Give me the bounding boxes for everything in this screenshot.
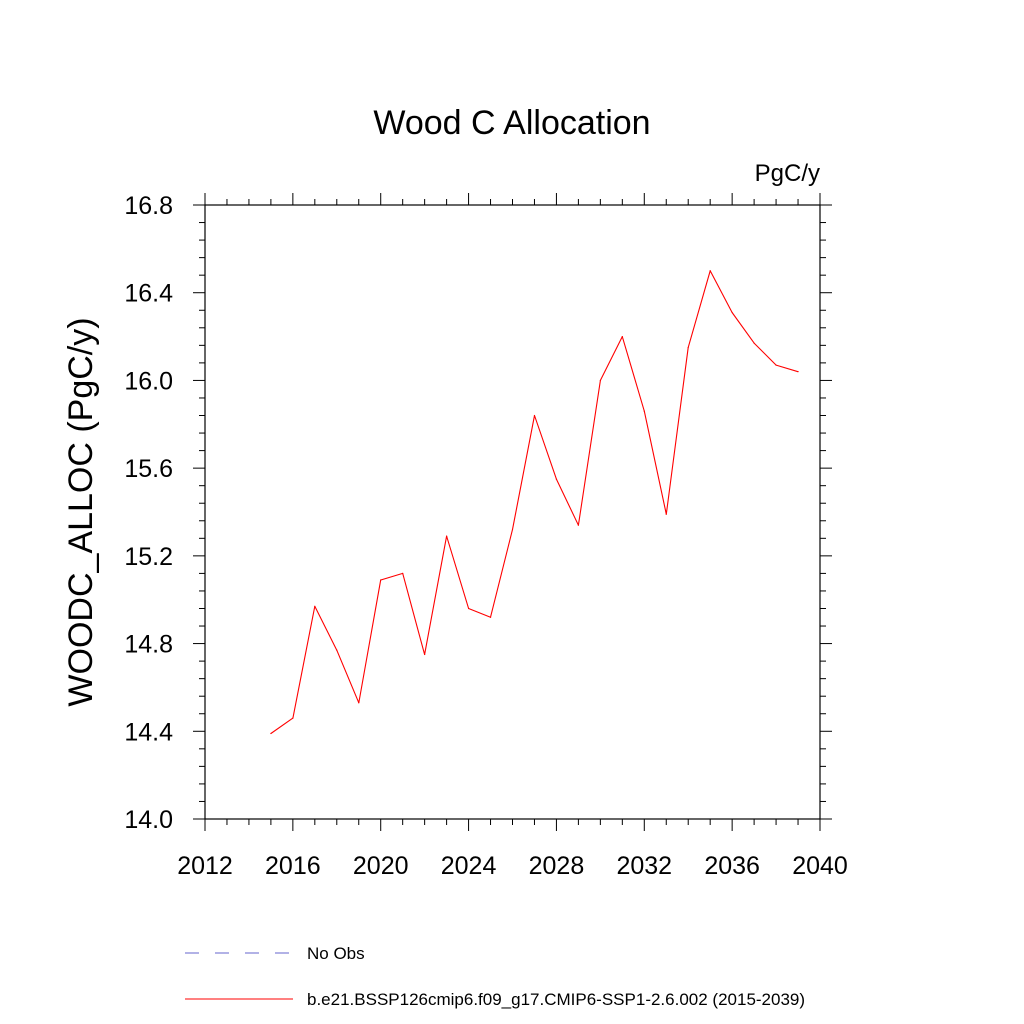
data-point bbox=[599, 379, 601, 382]
data-point bbox=[467, 607, 470, 610]
legend-label-no-obs: No Obs bbox=[307, 944, 365, 963]
data-point bbox=[665, 513, 667, 515]
data-point bbox=[511, 528, 514, 531]
data-point bbox=[270, 732, 272, 735]
data-point bbox=[314, 605, 316, 607]
major-ticks bbox=[193, 193, 832, 831]
data-point bbox=[643, 410, 645, 412]
data-point bbox=[709, 270, 711, 272]
y-tick-label: 14.8 bbox=[124, 631, 173, 659]
y-tick-label: 14.0 bbox=[124, 806, 173, 834]
x-tick-label: 2016 bbox=[265, 852, 321, 880]
x-tick-label: 2020 bbox=[353, 852, 409, 880]
chart-title: Wood C Allocation bbox=[373, 104, 650, 142]
legend-label-model: b.e21.BSSP126cmip6.f09_g17.CMIP6-SSP1-2.… bbox=[307, 990, 805, 1009]
x-tick-label: 2012 bbox=[177, 852, 233, 880]
data-point bbox=[489, 616, 492, 618]
data-point bbox=[446, 535, 448, 537]
y-tick-label: 14.4 bbox=[124, 718, 173, 746]
x-tick-label: 2040 bbox=[792, 852, 848, 880]
data-point bbox=[687, 346, 689, 349]
series-line bbox=[270, 270, 799, 734]
data-point bbox=[731, 311, 733, 314]
minor-ticks bbox=[199, 199, 826, 825]
y-tick-label: 15.2 bbox=[124, 543, 173, 571]
series-group bbox=[270, 270, 799, 735]
x-tick-label: 2036 bbox=[704, 852, 760, 880]
x-tick-label: 2032 bbox=[616, 852, 672, 880]
y-tick-label: 16.4 bbox=[124, 280, 173, 308]
y-tick-labels: 14.0 14.4 14.8 15.2 15.6 16.0 16.4 16.8 bbox=[124, 192, 173, 834]
data-point bbox=[292, 717, 294, 719]
units-label: PgC/y bbox=[755, 160, 820, 187]
legend: No Obs b.e21.BSSP126cmip6.f09_g17.CMIP6-… bbox=[185, 944, 805, 1009]
data-point bbox=[402, 572, 404, 575]
data-point bbox=[424, 653, 426, 656]
plot-frame bbox=[204, 204, 821, 820]
y-tick-label: 16.0 bbox=[124, 367, 173, 395]
data-point bbox=[336, 649, 338, 651]
data-point bbox=[577, 524, 579, 526]
data-point bbox=[555, 478, 558, 480]
data-point bbox=[621, 335, 623, 338]
data-point bbox=[797, 371, 799, 373]
x-tick-label: 2024 bbox=[441, 852, 497, 880]
y-tick-label: 15.6 bbox=[124, 455, 173, 483]
data-point bbox=[380, 579, 382, 581]
data-point bbox=[775, 364, 777, 366]
data-point bbox=[533, 414, 536, 417]
y-tick-label: 16.8 bbox=[124, 192, 173, 220]
data-point bbox=[358, 702, 360, 704]
data-point bbox=[753, 342, 755, 344]
x-tick-labels: 2012 2016 2020 2024 2028 2032 2036 2040 bbox=[177, 852, 848, 880]
y-axis-label: WOODC_ALLOC (PgC/y) bbox=[62, 317, 100, 706]
x-tick-label: 2028 bbox=[529, 852, 585, 880]
